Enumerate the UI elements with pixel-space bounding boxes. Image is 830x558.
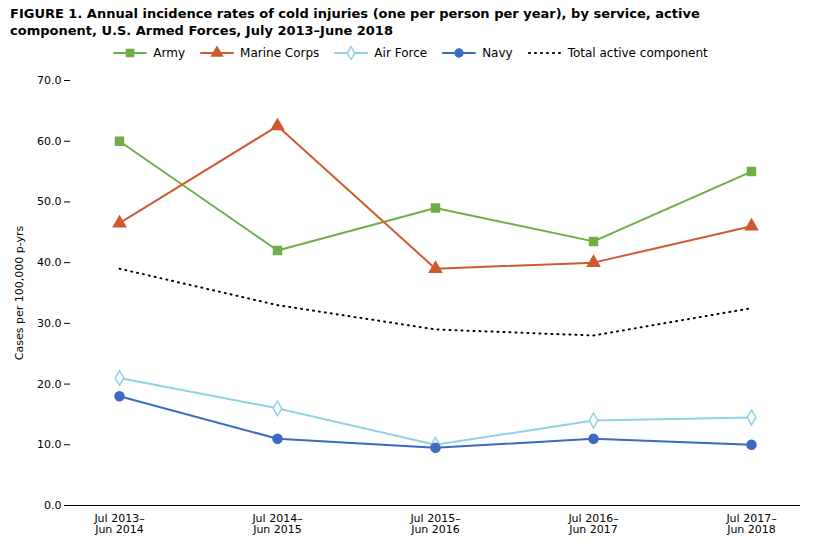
svg-text:50.0: 50.0 bbox=[37, 195, 62, 208]
html-text:Total active component: Total active component bbox=[567, 45, 708, 60]
svg-text:70.0: 70.0 bbox=[37, 74, 62, 87]
html-text:FIGURE 1. Annual incidence rat: FIGURE 1. Annual incidence rates of cold… bbox=[10, 6, 700, 38]
html-text:Army: Army bbox=[153, 45, 185, 60]
svg-text:0.0: 0.0 bbox=[44, 499, 62, 512]
svg-text:20.0: 20.0 bbox=[37, 377, 62, 390]
svg-text:40.0: 40.0 bbox=[37, 256, 62, 269]
html-text:Air Force: Air Force bbox=[374, 45, 428, 60]
svg-text:Jul 2013–Jun 2014: Jul 2013–Jun 2014 bbox=[93, 512, 144, 536]
html-text:Navy: Navy bbox=[482, 45, 513, 60]
html-text:Marine Corps: Marine Corps bbox=[240, 45, 320, 60]
svg-text:Jul 2014–Jun 2015: Jul 2014–Jun 2015 bbox=[251, 512, 302, 536]
svg-text:Cases per 100,000 p-yrs: Cases per 100,000 p-yrs bbox=[13, 225, 26, 360]
svg-text:30.0: 30.0 bbox=[37, 317, 62, 330]
svg-text:Jul 2017–Jun 2018: Jul 2017–Jun 2018 bbox=[725, 512, 776, 536]
svg-text:10.0: 10.0 bbox=[37, 438, 62, 451]
svg-text:60.0: 60.0 bbox=[37, 135, 62, 148]
svg-text:Jul 2015–Jun 2016: Jul 2015–Jun 2016 bbox=[409, 512, 460, 536]
svg-text:Jul 2016–Jun 2017: Jul 2016–Jun 2017 bbox=[567, 512, 618, 536]
